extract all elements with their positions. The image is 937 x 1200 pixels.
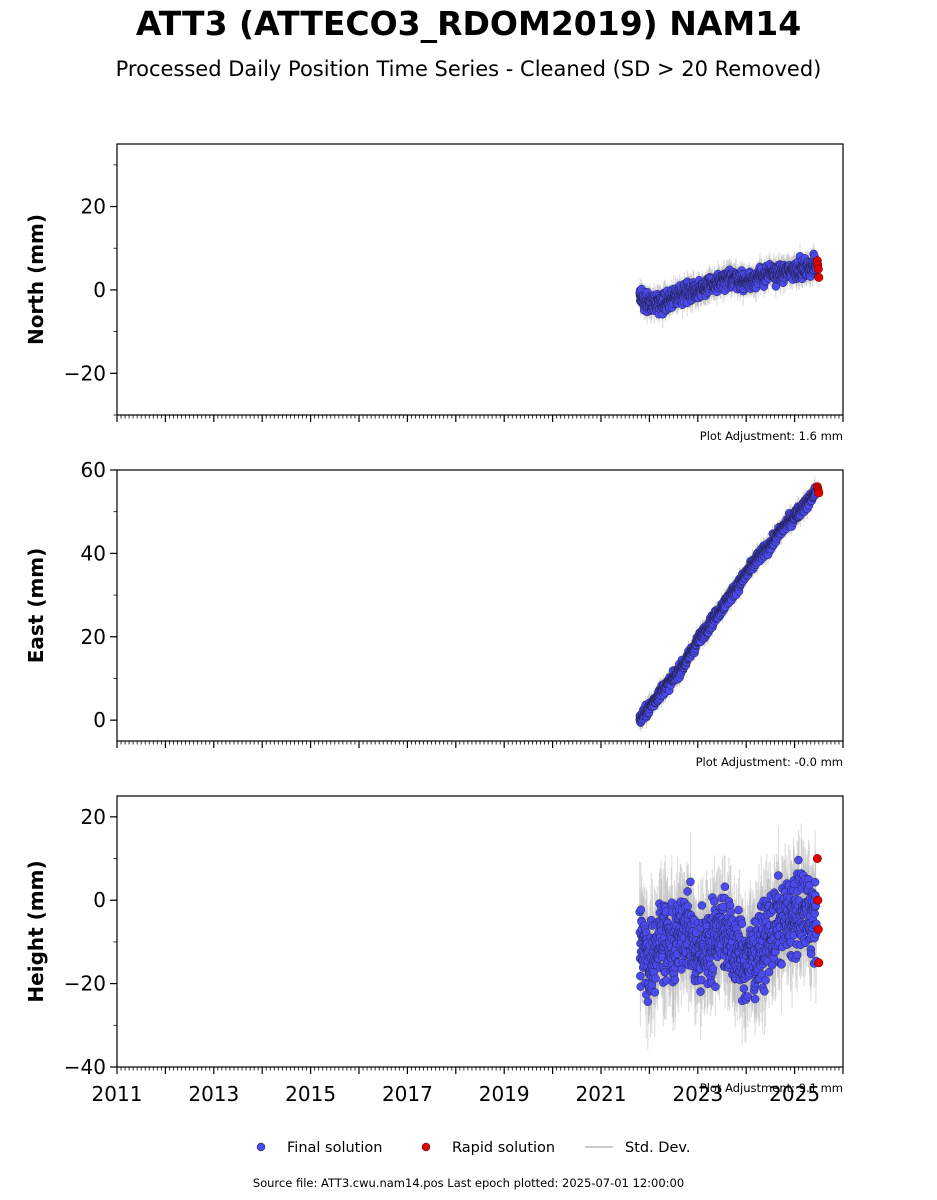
y-tick-label: 20: [81, 625, 106, 649]
plot-area: [635, 823, 824, 1050]
plot-area: [635, 476, 824, 732]
y-tick-label: −20: [64, 361, 106, 385]
y-tick-label: 40: [81, 541, 106, 565]
rapid-solution-point: [814, 488, 824, 498]
plot-adjustment-label: Plot Adjustment: -0.0 mm: [696, 755, 843, 769]
rapid-solution-point: [813, 264, 823, 274]
y-axis-label: North (mm): [24, 214, 48, 345]
chart-subtitle: Processed Daily Position Time Series - C…: [115, 57, 822, 81]
final-solution-point: [636, 905, 646, 914]
y-axis-label: East (mm): [24, 548, 48, 664]
chart-title: ATT3 (ATTECO3_RDOM2019) NAM14: [135, 4, 802, 43]
y-tick-label: 0: [93, 278, 106, 302]
y-tick-label: 20: [81, 195, 106, 219]
final-solution-point: [636, 971, 645, 981]
plot-adjustment-label: Plot Adjustment: 1.6 mm: [700, 429, 843, 443]
rapid-solution-point: [814, 272, 824, 282]
y-tick-label: 0: [93, 708, 106, 732]
plot-area: [635, 243, 824, 329]
panel-0: −20 0 20 North (mm) Plot Adjustment: 1.6 mm: [24, 143, 844, 443]
y-tick-label: 60: [81, 458, 106, 482]
panel-1: 0 20 40 60 East (mm) Plot Adjustment: -0.0 mm: [24, 458, 844, 769]
